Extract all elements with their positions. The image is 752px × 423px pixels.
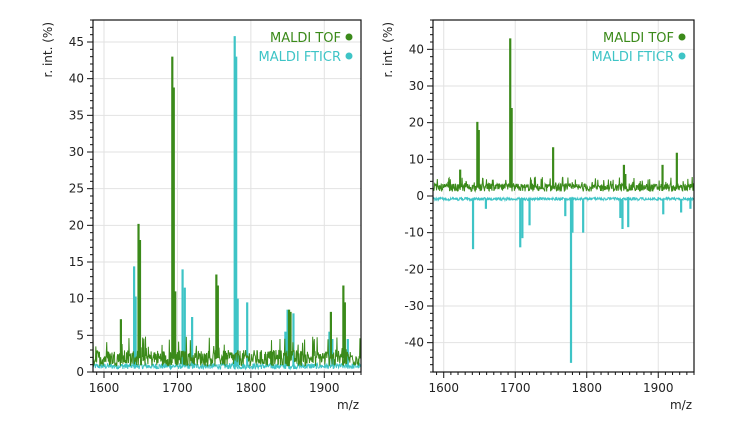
series-group [93,36,361,371]
chart-panel-right: 1600 1700 1800 1900 -40 -30 -20 -10 0 10 20 30 40 m/z… [381,19,695,412]
x-axis-label: m/z [670,398,692,412]
x-tick-label: 1800 [571,381,602,395]
y-tick-label: -30 [404,299,424,313]
noise-trace-fticr [433,195,694,203]
y-tick-label: 5 [76,328,84,342]
chart-panel-left: 1600 1700 1800 1900 0 5 10 15 20 25 30 35 40 45 m/z r. … [41,19,362,412]
legend-label: MALDI FTICR [592,50,674,65]
legend-marker [678,33,686,41]
x-tick-label: 1600 [89,381,120,395]
y-axis-label: r. int. (%) [41,22,55,78]
legend-label: MALDI TOF [270,31,341,46]
y-tick-label: -10 [404,226,424,240]
y-tick-label: 25 [69,182,84,196]
y-tick-label: -40 [404,336,424,350]
legend-marker [345,33,353,41]
x-tick-label: 1900 [643,381,674,395]
y-tick-label: 10 [409,152,424,166]
series-group [433,38,694,363]
y-tick-label: 40 [69,72,84,86]
y-axis-label: r. int. (%) [381,22,395,78]
y-tick-label: 10 [69,292,84,306]
y-tick-label: 45 [69,35,84,49]
x-tick-label: 1700 [500,381,531,395]
y-tick-label: 0 [416,189,424,203]
legend-marker [345,52,353,60]
x-tick-label: 1700 [162,381,193,395]
noise-trace-fticr [93,361,361,371]
x-tick-label: 1600 [428,381,459,395]
y-tick-label: -20 [404,262,424,276]
legend-label: MALDI TOF [603,31,674,46]
noise-trace-tof [433,176,694,193]
legend-marker [678,52,686,60]
y-tick-label: 20 [409,116,424,130]
y-tick-label: 20 [69,218,84,232]
x-tick-label: 1900 [309,381,340,395]
y-tick-label: 35 [69,108,84,122]
y-tick-label: 30 [69,145,84,159]
y-tick-label: 0 [76,365,84,379]
legend-label: MALDI FTICR [259,50,341,65]
y-tick-label: 30 [409,79,424,93]
y-tick-label: 40 [409,42,424,56]
x-tick-label: 1800 [236,381,267,395]
y-tick-label: 15 [69,255,84,269]
x-axis-label: m/z [337,398,359,412]
